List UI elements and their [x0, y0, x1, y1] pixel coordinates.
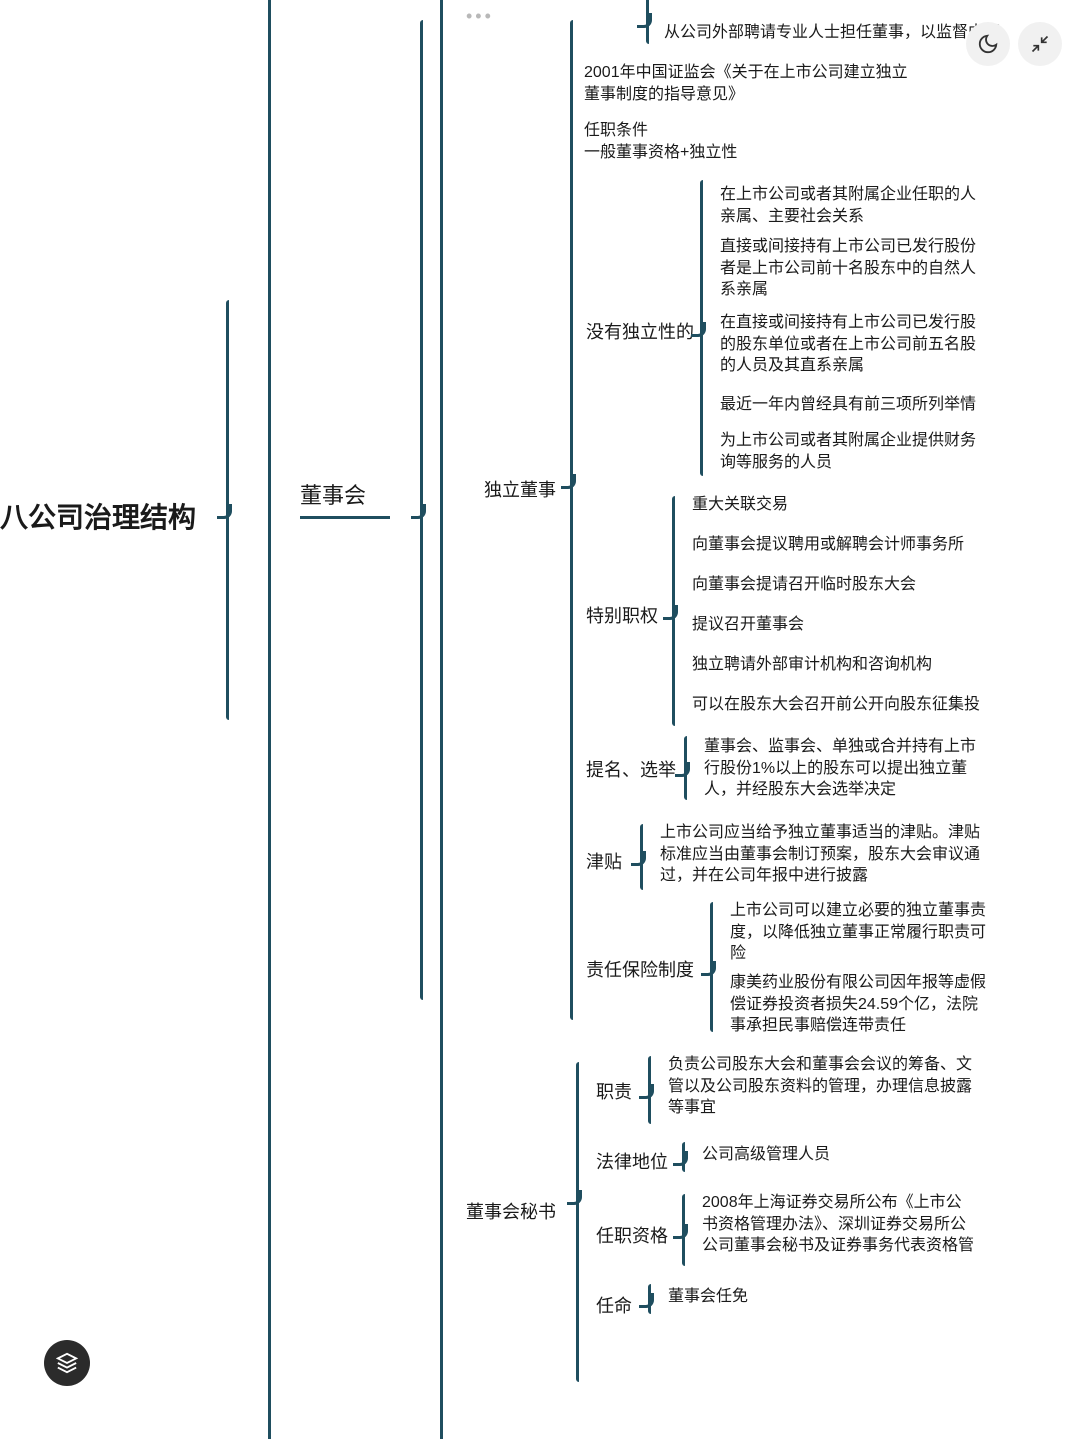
leaf-mishu-falv: 公司高级管理人员: [702, 1144, 830, 1166]
leaf-timing: 董事会、监事会、单独或合并持有上市 行股份1%以上的股东可以提出独立董 人，并经…: [704, 736, 976, 801]
leaf-meiyou-1: 在上市公司或者其附属企业任职的人 亲属、主要社会关系: [720, 184, 976, 227]
node-zeren[interactable]: 责任保险制度: [586, 956, 694, 982]
brace-mishu-zhize: [648, 1056, 651, 1124]
node-tebiezhiquan[interactable]: 特别职权: [586, 602, 658, 628]
node-mishu-renming[interactable]: 任命: [596, 1292, 632, 1318]
leaf-tebie-4: 提议召开董事会: [692, 614, 804, 636]
leaf-mishu-zhize: 负责公司股东大会和董事会会议的筹备、文 管以及公司股东资料的管理，办理信息披露 …: [668, 1054, 972, 1119]
layers-icon: [56, 1352, 78, 1374]
leaf-meiyou-3: 在直接或间接持有上市公司已发行股 的股东单位或者在上市公司前五名股 的人员及其直…: [720, 312, 976, 377]
moon-icon: [977, 33, 999, 55]
leaf-meiyou-2: 直接或间接持有上市公司已发行股份 者是上市公司前十名股东中的自然人 系亲属: [720, 236, 976, 301]
brace-duli: [570, 20, 573, 1020]
node-meiyouduli[interactable]: 没有独立性的: [586, 318, 694, 344]
underline: [300, 516, 390, 519]
node-dongshihui[interactable]: 董事会: [300, 478, 390, 519]
leaf-duli-external: 从公司外部聘请专业人士担任董事，以监督内部: [664, 22, 1000, 44]
brace-jintie: [640, 824, 643, 890]
darkmode-button[interactable]: [966, 22, 1010, 66]
brace-mishu: [576, 1062, 579, 1382]
leaf-mishu-renming: 董事会任免: [668, 1286, 748, 1308]
leaf-duli-renzhi: 任职条件 一般董事资格+独立性: [584, 120, 737, 163]
leaf-tebie-5: 独立聘请外部审计机构和咨询机构: [692, 654, 932, 676]
mindmap-canvas[interactable]: 八公司治理结构 董事会 ••• 独立董事 从公司外部聘请专业人士担任董事，以监督…: [0, 0, 1080, 1439]
brace-tebie: [672, 496, 675, 726]
leaf-meiyou-4: 最近一年内曾经具有前三项所列举情: [720, 394, 976, 416]
bracket-dongshihui: [440, 0, 443, 1439]
node-timing[interactable]: 提名、选举: [586, 756, 676, 782]
leaf-jintie: 上市公司应当给予独立董事适当的津贴。津贴 标准应当由董事会制订预案，股东大会审议…: [660, 822, 980, 887]
brace-root: [226, 300, 229, 720]
leaf-mishu-renzhi: 2008年上海证券交易所公布《上市公 书资格管理办法》、深圳证券交易所公 公司董…: [702, 1192, 974, 1257]
leaf-meiyou-5: 为上市公司或者其附属企业提供财务 询等服务的人员: [720, 430, 976, 473]
node-mishu-renzhi[interactable]: 任职资格: [596, 1222, 668, 1248]
leaf-tebie-1: 重大关联交易: [692, 494, 788, 516]
layers-button[interactable]: [44, 1340, 90, 1386]
brace-duli-top: [646, 0, 649, 44]
node-mishu-falv[interactable]: 法律地位: [596, 1148, 668, 1174]
brace-dongshihui: [420, 20, 423, 1000]
brace-mishu-falv: [682, 1142, 685, 1172]
brace-mishu-renzhi: [682, 1194, 685, 1266]
brace-mishu-renming: [648, 1284, 651, 1314]
leaf-duli-2001: 2001年中国证监会《关于在上市公司建立独立 董事制度的指导意见》: [584, 62, 908, 105]
collapse-button[interactable]: [1018, 22, 1062, 66]
leaf-tebie-6: 可以在股东大会召开前公开向股东征集投: [692, 694, 980, 716]
leaf-zeren-1: 上市公司可以建立必要的独立董事责 度，以降低独立董事正常履行职责可 险: [730, 900, 986, 965]
node-jintie[interactable]: 津贴: [586, 848, 622, 874]
leaf-zeren-2: 康美药业股份有限公司因年报等虚假 偿证券投资者损失24.59个亿，法院 事承担民…: [730, 972, 986, 1037]
node-mishu[interactable]: 董事会秘书: [466, 1198, 556, 1224]
leaf-tebie-3: 向董事会提请召开临时股东大会: [692, 574, 916, 596]
ellipsis-more[interactable]: •••: [466, 6, 494, 27]
node-dulidongshi[interactable]: 独立董事: [484, 476, 556, 502]
brace-timing: [684, 736, 687, 800]
brace-meiyou: [700, 180, 703, 476]
node-mishu-zhize[interactable]: 职责: [596, 1078, 632, 1104]
brace-zeren: [710, 902, 713, 1032]
bracket-root: [268, 0, 271, 1439]
leaf-tebie-2: 向董事会提议聘用或解聘会计师事务所: [692, 534, 964, 556]
collapse-icon: [1030, 34, 1050, 54]
node-root[interactable]: 八公司治理结构: [0, 496, 200, 536]
